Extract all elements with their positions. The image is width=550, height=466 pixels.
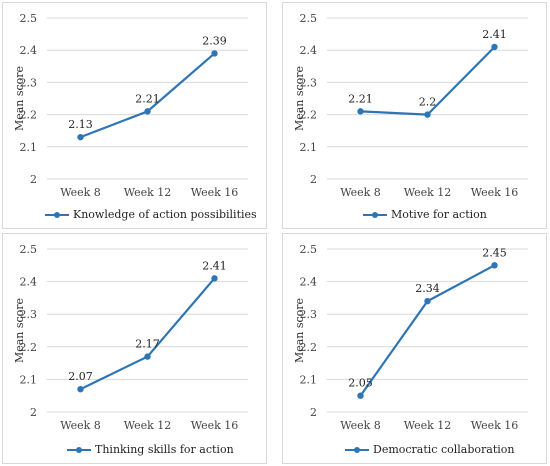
legend: Knowledge of action possibilities: [45, 208, 257, 221]
legend-label: Democratic collaboration: [373, 443, 515, 456]
x-tick-label: Week 16: [191, 186, 239, 199]
y-tick-label: 2.3: [300, 308, 318, 321]
y-tick-label: 2.1: [300, 141, 318, 154]
y-tick-label: 2: [310, 173, 317, 186]
y-tick-label: 2.3: [300, 76, 318, 89]
legend-label: Knowledge of action possibilities: [73, 208, 257, 221]
chart-panel-4: 2 2.1 2.2 2.3 2.4 2.5 Mean score Week 8 Week 12 W…: [282, 233, 547, 464]
series-line: [80, 277, 216, 391]
data-label: 2.21: [135, 92, 160, 105]
y-tick-label: 2.1: [20, 373, 38, 386]
data-label: 2.41: [202, 259, 227, 272]
y-tick-label: 2.3: [20, 308, 38, 321]
data-label: 2.34: [415, 282, 440, 295]
legend-label: Motive for action: [391, 208, 487, 221]
x-tick-label: Week 8: [340, 419, 381, 432]
legend: Democratic collaboration: [345, 443, 514, 456]
y-axis-label: Mean score: [13, 66, 26, 131]
y-tick-label: 2.5: [300, 243, 318, 256]
legend-marker: [67, 445, 91, 455]
y-tick-label: 2.4: [20, 276, 38, 289]
x-tick-label: Week 16: [471, 419, 519, 432]
data-point: [211, 50, 218, 57]
y-tick-label: 2: [30, 406, 37, 419]
data-point: [144, 108, 151, 115]
chart-panel-1: 2 2.1 2.2 2.3 2.4 2.5 Mean score Week 8 Week 12 W…: [2, 2, 267, 229]
y-tick-label: 2.4: [300, 44, 318, 57]
y-tick-label: 2.2: [20, 341, 38, 354]
data-label: 2.45: [482, 246, 507, 259]
y-tick-label: 2.5: [20, 12, 38, 25]
data-point: [424, 111, 431, 118]
data-label: 2.41: [482, 28, 507, 41]
data-point: [357, 392, 364, 399]
x-tick-label: Week 12: [404, 419, 452, 432]
data-point: [77, 133, 84, 141]
chart-svg: 2 2.1 2.2 2.3 2.4 2.5 Mean score Week 8 Week 12 W…: [13, 243, 248, 432]
data-label: 2.2: [419, 96, 437, 109]
y-tick-label: 2.3: [20, 76, 38, 89]
x-tick-label: Week 8: [340, 186, 381, 199]
chart-svg: 2 2.1 2.2 2.3 2.4 2.5 Mean score Week 8 Week 12 W…: [13, 12, 248, 199]
data-point: [77, 385, 84, 393]
legend-marker: [345, 445, 369, 455]
y-tick-label: 2.1: [300, 373, 318, 386]
legend-marker: [363, 210, 387, 220]
data-point: [491, 43, 498, 51]
legend-label: Thinking skills for action: [95, 443, 234, 456]
y-tick-label: 2.5: [20, 243, 38, 256]
data-label: 2.07: [68, 370, 93, 383]
data-point: [144, 353, 151, 360]
y-tick-label: 2.4: [300, 276, 318, 289]
data-point: [424, 297, 431, 305]
x-tick-label: Week 12: [124, 186, 172, 199]
x-tick-label: Week 16: [191, 419, 239, 432]
y-tick-label: 2: [30, 173, 37, 186]
chart-panel-3: 2 2.1 2.2 2.3 2.4 2.5 Mean score Week 8 Week 12 W…: [2, 233, 267, 464]
legend: Thinking skills for action: [67, 443, 234, 456]
y-tick-label: 2.4: [20, 44, 38, 57]
chart-panel-2: 2 2.1 2.2 2.3 2.4 2.5 Mean score Week 8 Week 12 W…: [282, 2, 547, 229]
x-tick-label: Week 12: [124, 419, 172, 432]
y-tick-label: 2.2: [300, 341, 318, 354]
data-label: 2.05: [348, 377, 373, 390]
data-label: 2.13: [68, 118, 93, 131]
y-axis-label: Mean score: [293, 66, 306, 131]
chart-svg: 2 2.1 2.2 2.3 2.4 2.5 Mean score Week 8 Week 12 W…: [293, 12, 528, 199]
chart-svg: 2 2.1 2.2 2.3 2.4 2.5 Mean score Week 8 Week 12 W…: [293, 243, 528, 432]
x-tick-label: Week 8: [60, 186, 101, 199]
y-tick-label: 2.1: [20, 141, 38, 154]
x-tick-label: Week 8: [60, 419, 101, 432]
data-label: 2.17: [135, 338, 160, 351]
x-tick-label: Week 12: [404, 186, 452, 199]
legend: Motive for action: [363, 208, 487, 221]
y-tick-label: 2: [310, 406, 317, 419]
data-point: [491, 262, 498, 269]
data-label: 2.21: [348, 92, 373, 105]
legend-marker: [45, 210, 69, 220]
data-label: 2.39: [202, 34, 227, 47]
y-tick-label: 2.2: [20, 109, 38, 122]
x-tick-label: Week 16: [471, 186, 519, 199]
y-tick-label: 2.2: [300, 109, 318, 122]
y-axis-label: Mean score: [13, 298, 26, 363]
data-point: [211, 275, 218, 282]
y-axis-label: Mean score: [293, 298, 306, 363]
y-tick-label: 2.5: [300, 12, 318, 25]
data-point: [357, 108, 364, 115]
